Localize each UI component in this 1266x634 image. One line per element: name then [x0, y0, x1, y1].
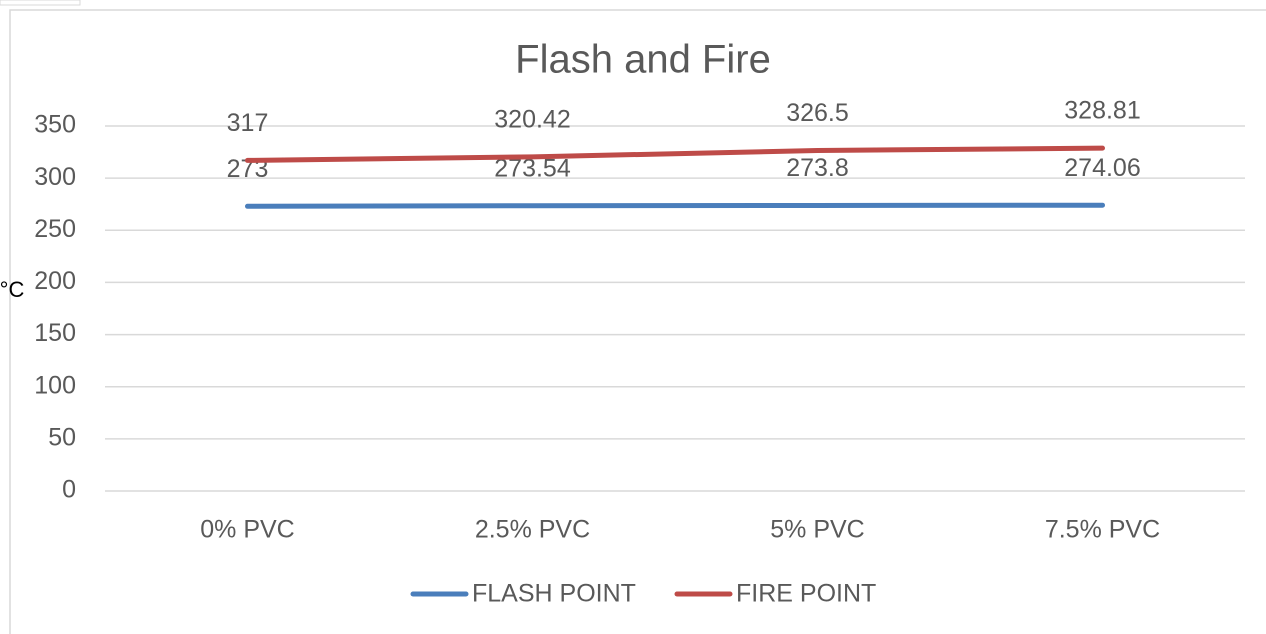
y-tick-label: 200 — [34, 267, 76, 295]
data-label: 320.42 — [494, 105, 570, 133]
y-axis-label: °C — [0, 277, 24, 302]
y-tick-label: 350 — [34, 111, 76, 139]
legend-label: FIRE POINT — [736, 580, 876, 608]
x-tick-label: 7.5% PVC — [1045, 516, 1160, 544]
data-label: 326.5 — [786, 99, 849, 127]
chart-frame — [9, 9, 1266, 634]
y-tick-label: 50 — [48, 423, 76, 451]
data-label: 328.81 — [1064, 97, 1140, 125]
y-tick-label: 150 — [34, 319, 76, 347]
y-tick-label: 100 — [34, 371, 76, 399]
y-tick-label: 0 — [62, 476, 76, 504]
corner-box — [0, 0, 81, 6]
data-label: 273.8 — [786, 154, 849, 182]
legend-label: FLASH POINT — [472, 580, 636, 608]
x-tick-label: 2.5% PVC — [475, 516, 590, 544]
series-line — [245, 145, 1105, 163]
series-line — [245, 202, 1105, 209]
data-label: 317 — [227, 109, 269, 137]
x-tick-label: 5% PVC — [770, 516, 864, 544]
chart-title: Flash and Fire — [515, 38, 771, 82]
y-tick-label: 250 — [34, 215, 76, 243]
x-tick-label: 0% PVC — [200, 516, 294, 544]
y-tick-label: 300 — [34, 163, 76, 191]
data-label: 274.06 — [1064, 154, 1140, 182]
